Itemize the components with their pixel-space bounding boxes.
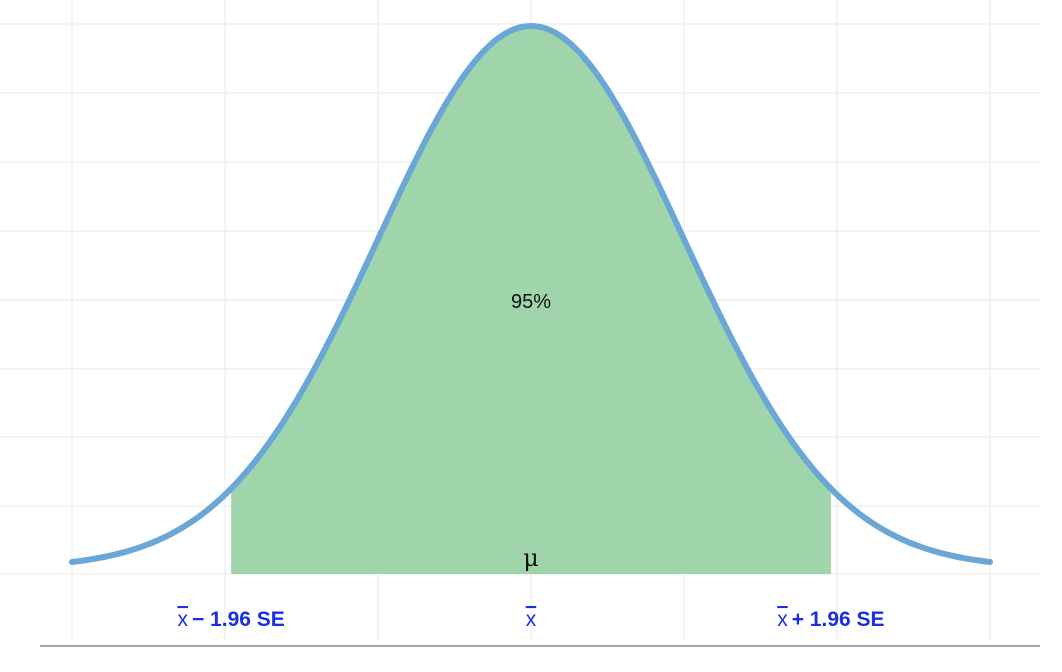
x-tick-label-text: x [526, 608, 537, 631]
x-bar-symbol: x [777, 608, 788, 631]
mu-label: μ [523, 544, 539, 572]
x-tick-label-text: x + 1.96 SE [777, 608, 884, 631]
x-tick-label: x [526, 608, 537, 631]
x-bar-symbol: x [177, 608, 188, 631]
shaded-percentage-label: 95% [511, 291, 551, 313]
normal-curve [69, 23, 993, 565]
shaded-95-area [231, 26, 831, 574]
x-bar-symbol: x [526, 608, 537, 631]
x-tick-label: x + 1.96 SE [777, 608, 884, 631]
x-tick-label-text: x − 1.96 SE [177, 608, 284, 631]
x-tick-labels: x − 1.96 SE x x + 1.96 SE [177, 608, 884, 631]
x-tick-label: x − 1.96 SE [177, 608, 284, 631]
